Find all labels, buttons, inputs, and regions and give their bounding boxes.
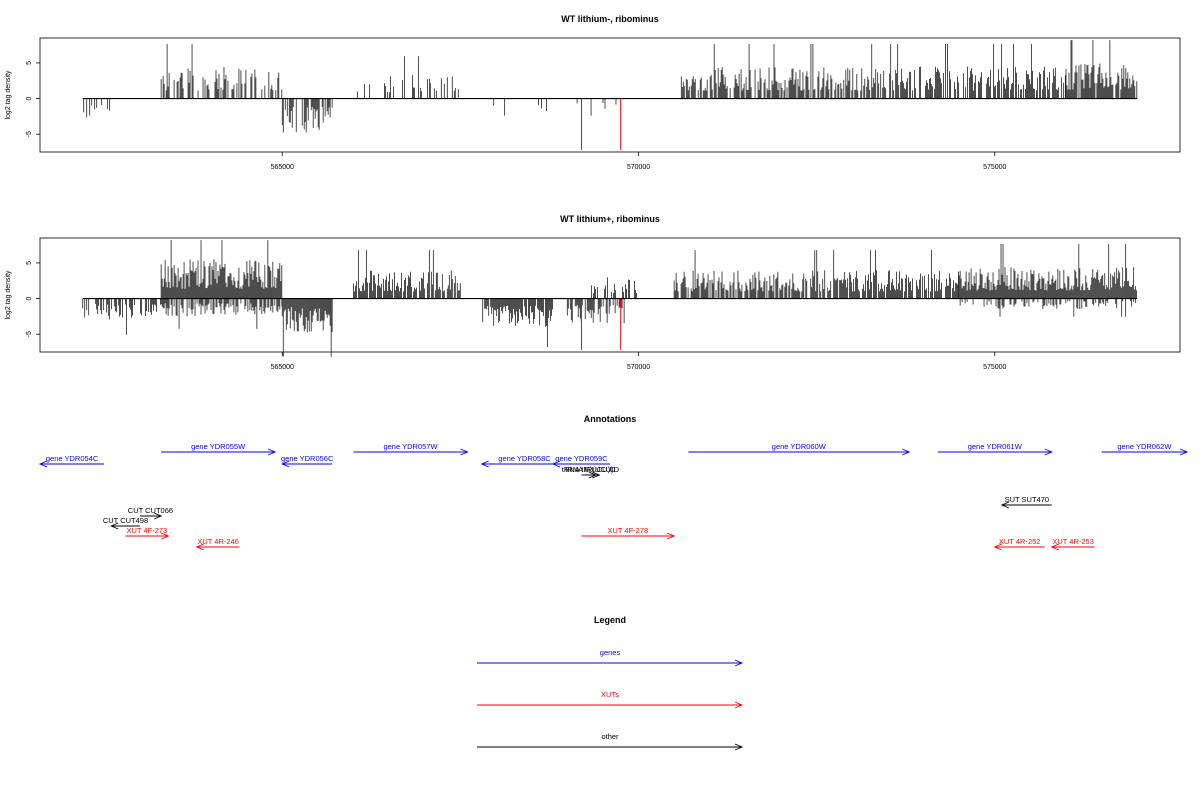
feature-label: tRNA tR(UCU)D: [562, 465, 616, 474]
xut-arrow: [993, 543, 1045, 551]
panel-2: WT lithium+, ribominus -5 0 5 log2 tag densi…: [5, 214, 1181, 371]
feature-label: gene YDR057W: [383, 442, 438, 451]
gene-arrow: [937, 448, 1053, 456]
gene-arrow: [1101, 448, 1189, 456]
gene-arrow: [688, 448, 911, 456]
feature-other: CUT CUT498: [103, 516, 148, 530]
gene-arrow: [161, 448, 277, 456]
feature-gene: gene YDR057W: [353, 442, 469, 456]
feature-xut: XUT 4R-253: [1050, 537, 1095, 551]
legend-arrow: [477, 743, 744, 751]
other-arrow: [585, 471, 601, 479]
x-tick-label: 565000: [271, 164, 294, 171]
other-arrow: [139, 512, 163, 520]
feature-label: gene YDR061W: [968, 442, 1023, 451]
feature-label: CUT CUT066: [128, 506, 173, 515]
feature-xut: XUT 4F-278: [581, 526, 676, 540]
feature-gene: gene YDR060W: [688, 442, 911, 456]
x-tick-label: 575000: [983, 164, 1006, 171]
feature-gene: gene YDR056C: [281, 454, 334, 468]
panel-1: WT lithium-, ribominus -5 0 5 log2 tag densi…: [5, 14, 1181, 171]
y-tick-label: 0: [26, 297, 33, 301]
gene-arrow: [281, 460, 333, 468]
feature-other: tRNA tR(UCU)D: [565, 465, 620, 479]
y-tick-label: 5: [26, 61, 33, 65]
y-tick-label: 5: [26, 261, 33, 265]
annotations-title: Annotations: [584, 414, 637, 424]
feature-other: SUT SUT470: [1000, 495, 1052, 509]
density-bars: [83, 40, 1138, 133]
plot-frame: [39, 237, 1181, 353]
feature-label: gene YDR055W: [191, 442, 246, 451]
xut-arrow: [1050, 543, 1095, 551]
plot-frame: [39, 37, 1181, 153]
feature-gene: gene YDR061W: [937, 442, 1053, 456]
feature-xut: XUT 4R-252: [993, 537, 1045, 551]
xut-arrow: [125, 532, 170, 540]
legend-item-xut: XUTs: [477, 690, 744, 709]
gene-arrow: [353, 448, 469, 456]
legend-item-other: other: [477, 732, 744, 751]
panel-title: WT lithium+, ribominus: [560, 214, 660, 224]
other-arrow: [110, 522, 140, 530]
gene-arrow: [38, 460, 105, 468]
feature-label: SUT SUT470: [1005, 495, 1049, 504]
feature-gene: gene YDR059C: [551, 454, 610, 468]
feature-label: XUT 4R-252: [999, 537, 1041, 546]
feature-other: CUT CUT066: [128, 506, 173, 520]
track-panels: WT lithium-, ribominus -5 0 5 log2 tag densi…: [5, 14, 1181, 371]
feature-gene: gene YDR054C: [38, 454, 105, 468]
y-axis-label: log2 tag density: [5, 70, 12, 120]
legend-arrow: [477, 659, 744, 667]
feature-label: CUT CUT498: [103, 516, 148, 525]
feature-label: XUT 4R-246: [197, 537, 239, 546]
density-bars: [82, 240, 1138, 357]
legend-label: XUTs: [601, 690, 619, 699]
x-tick-label: 575000: [983, 364, 1006, 371]
feature-label: tRNA tR(UCU)D: [565, 465, 619, 474]
feature-gene: gene YDR062W: [1101, 442, 1189, 456]
y-tick-label: -5: [26, 331, 33, 337]
annotation-features: gene YDR054C gene YDR055W gene YDR056C gene…: [38, 442, 1189, 551]
gene-arrow: [551, 460, 610, 468]
feature-label: gene YDR059C: [555, 454, 608, 463]
feature-xut: XUT 4R-246: [195, 537, 240, 551]
feature-label: gene YDR054C: [46, 454, 99, 463]
x-tick-label: 565000: [271, 364, 294, 371]
xut-arrow: [581, 532, 676, 540]
feature-label: XUT 4F-273: [127, 526, 168, 535]
legend-title: Legend: [594, 615, 626, 625]
y-axis-label: log2 tag density: [5, 270, 12, 320]
legend-label: genes: [600, 648, 621, 657]
legend-arrow: [477, 701, 744, 709]
feature-label: gene YDR056C: [281, 454, 334, 463]
y-tick-label: -5: [26, 131, 33, 137]
feature-label: XUT 4R-253: [1052, 537, 1094, 546]
legend-label: other: [601, 732, 619, 741]
legend-item-gene: genes: [477, 648, 744, 667]
legend-items: genes XUTs other: [477, 648, 744, 751]
xut-arrow: [195, 543, 240, 551]
feature-label: gene YDR060W: [772, 442, 827, 451]
feature-gene: gene YDR055W: [161, 442, 277, 456]
legend: Legend genes XUTs other: [477, 615, 744, 751]
y-tick-label: 0: [26, 97, 33, 101]
x-tick-label: 570000: [627, 164, 650, 171]
feature-xut: XUT 4F-273: [125, 526, 170, 540]
feature-label: gene YDR062W: [1117, 442, 1172, 451]
feature-label: gene YDR058C: [498, 454, 551, 463]
panel-title: WT lithium-, ribominus: [561, 14, 659, 24]
feature-label: XUT 4F-278: [607, 526, 648, 535]
other-arrow: [1000, 501, 1052, 509]
x-tick-label: 570000: [627, 364, 650, 371]
